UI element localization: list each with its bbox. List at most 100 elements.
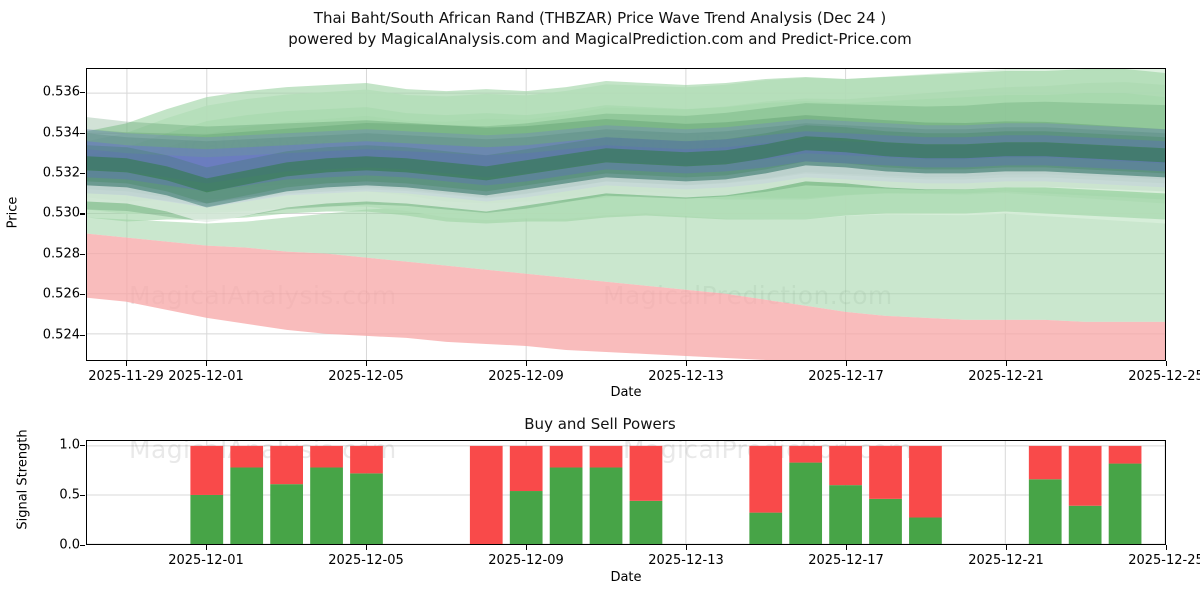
bar-sell-segment	[869, 445, 902, 499]
price-y-tick-mark	[80, 92, 85, 94]
power-bars	[190, 445, 1142, 544]
bar-buy-segment	[509, 491, 543, 544]
power-plot-area: MagicalAnalysis.com MagicalPrediction.co…	[86, 440, 1166, 545]
bar-sell-segment	[549, 445, 583, 468]
bar-sell-segment	[829, 445, 862, 486]
bar-buy-segment	[789, 462, 823, 544]
price-y-tick-mark	[80, 294, 85, 296]
bar-buy-segment	[1068, 505, 1102, 544]
bar-buy-segment	[909, 517, 942, 544]
title-line-2: powered by MagicalAnalysis.com and Magic…	[288, 30, 912, 48]
power-x-tick-mark	[1166, 545, 1168, 550]
power-x-tick-label: 2025-12-25	[1128, 553, 1200, 568]
price-x-tick-label: 2025-12-21	[968, 369, 1044, 384]
price-y-tick-mark	[80, 213, 85, 215]
price-y-tick-mark	[80, 173, 85, 175]
price-x-tick-mark	[526, 361, 528, 366]
bar-sell-segment	[469, 445, 503, 544]
power-y-tick-mark	[80, 545, 85, 547]
bar-sell-segment	[1068, 445, 1102, 506]
power-x-axis-label: Date	[610, 570, 642, 585]
bar-sell-segment	[509, 445, 543, 492]
bar-sell-segment	[589, 445, 623, 468]
price-plot-area: MagicalAnalysis.com MagicalPrediction.co…	[86, 68, 1166, 361]
bar-buy-segment	[270, 484, 303, 544]
buy-sell-powers-chart: Buy and Sell Powers 0.0 0.5 1.0 Signal Str…	[0, 410, 1200, 600]
bar-buy-segment	[350, 473, 383, 544]
price-x-tick-mark	[206, 361, 208, 366]
price-wave-chart: 0.524 0.526 0.528 0.530 0.532 0.534 0.536 Pric…	[0, 55, 1200, 400]
price-y-tick-mark	[80, 253, 85, 255]
price-y-tick-label: 0.526	[42, 286, 80, 302]
bar-buy-segment	[310, 467, 343, 544]
power-x-tick-mark	[526, 545, 528, 550]
power-y-tick-label: 0.0	[59, 537, 80, 553]
price-y-tick-mark	[80, 132, 85, 134]
bar-buy-segment	[749, 512, 783, 544]
bar-buy-segment	[190, 494, 224, 544]
power-x-tick-mark	[686, 545, 688, 550]
price-wave-bands	[87, 69, 1165, 360]
price-x-tick-label: 2025-12-09	[488, 369, 564, 384]
price-x-tick-mark	[846, 361, 848, 366]
price-y-tick-label: 0.536	[42, 84, 80, 100]
price-y-tick-label: 0.530	[42, 205, 80, 221]
price-y-tick-label: 0.524	[42, 327, 80, 343]
bar-sell-segment	[789, 445, 823, 463]
bar-buy-segment	[230, 467, 264, 544]
price-x-tick-mark	[1166, 361, 1168, 366]
price-x-tick-label: 2025-12-01	[168, 369, 244, 384]
price-x-tick-label: 2025-12-17	[808, 369, 884, 384]
price-x-tick-label: 2025-11-29	[88, 369, 164, 384]
power-y-tick-mark	[80, 495, 85, 497]
price-y-tick-label: 0.532	[42, 165, 80, 181]
price-y-axis-label: Price	[5, 196, 21, 229]
power-chart-title: Buy and Sell Powers	[524, 415, 676, 433]
bar-sell-segment	[1108, 445, 1142, 464]
power-x-tick-mark	[1006, 545, 1008, 550]
power-y-axis-ticks: 0.0 0.5 1.0	[6, 437, 85, 553]
bar-sell-segment	[310, 445, 343, 468]
power-x-tick-mark	[206, 545, 208, 550]
bar-sell-segment	[909, 445, 942, 518]
power-x-tick-mark	[846, 545, 848, 550]
price-y-tick-label: 0.528	[42, 246, 80, 262]
bar-sell-segment	[1028, 445, 1062, 480]
bar-buy-segment	[1108, 463, 1142, 544]
price-x-tick-label: 2025-12-13	[648, 369, 724, 384]
bar-buy-segment	[549, 467, 583, 544]
bar-sell-segment	[629, 445, 663, 501]
price-x-tick-mark	[686, 361, 688, 366]
price-x-tick-mark	[126, 361, 128, 366]
price-y-tick-mark	[80, 334, 85, 336]
bar-sell-segment	[350, 445, 383, 474]
power-x-tick-label: 2025-12-05	[328, 553, 404, 568]
power-x-tick-label: 2025-12-13	[648, 553, 724, 568]
power-x-tick-label: 2025-12-21	[968, 553, 1044, 568]
bar-buy-segment	[589, 467, 623, 544]
bar-sell-segment	[749, 445, 783, 513]
power-x-tick-label: 2025-12-17	[808, 553, 884, 568]
bar-sell-segment	[270, 445, 303, 485]
bar-buy-segment	[1028, 479, 1062, 544]
bar-buy-segment	[629, 500, 663, 544]
power-y-tick-label: 0.5	[59, 487, 80, 503]
bar-sell-segment	[190, 445, 224, 495]
power-y-tick-mark	[80, 445, 85, 447]
price-x-tick-label: 2025-12-25	[1128, 369, 1200, 384]
price-y-axis-ticks: 0.524 0.526 0.528 0.530 0.532 0.534 0.536	[6, 68, 85, 361]
price-y-tick-label: 0.534	[42, 125, 80, 141]
power-y-tick-label: 1.0	[59, 437, 80, 453]
power-x-tick-label: 2025-12-09	[488, 553, 564, 568]
bar-sell-segment	[230, 445, 264, 468]
power-x-tick-label: 2025-12-01	[168, 553, 244, 568]
price-x-tick-mark	[1006, 361, 1008, 366]
bar-buy-segment	[829, 485, 862, 544]
page-title: Thai Baht/South African Rand (THBZAR) Pr…	[0, 8, 1200, 50]
price-x-axis-label: Date	[610, 385, 642, 400]
power-x-tick-mark	[366, 545, 368, 550]
power-y-axis-label: Signal Strength	[15, 429, 31, 530]
price-x-tick-label: 2025-12-05	[328, 369, 404, 384]
price-x-tick-mark	[366, 361, 368, 366]
